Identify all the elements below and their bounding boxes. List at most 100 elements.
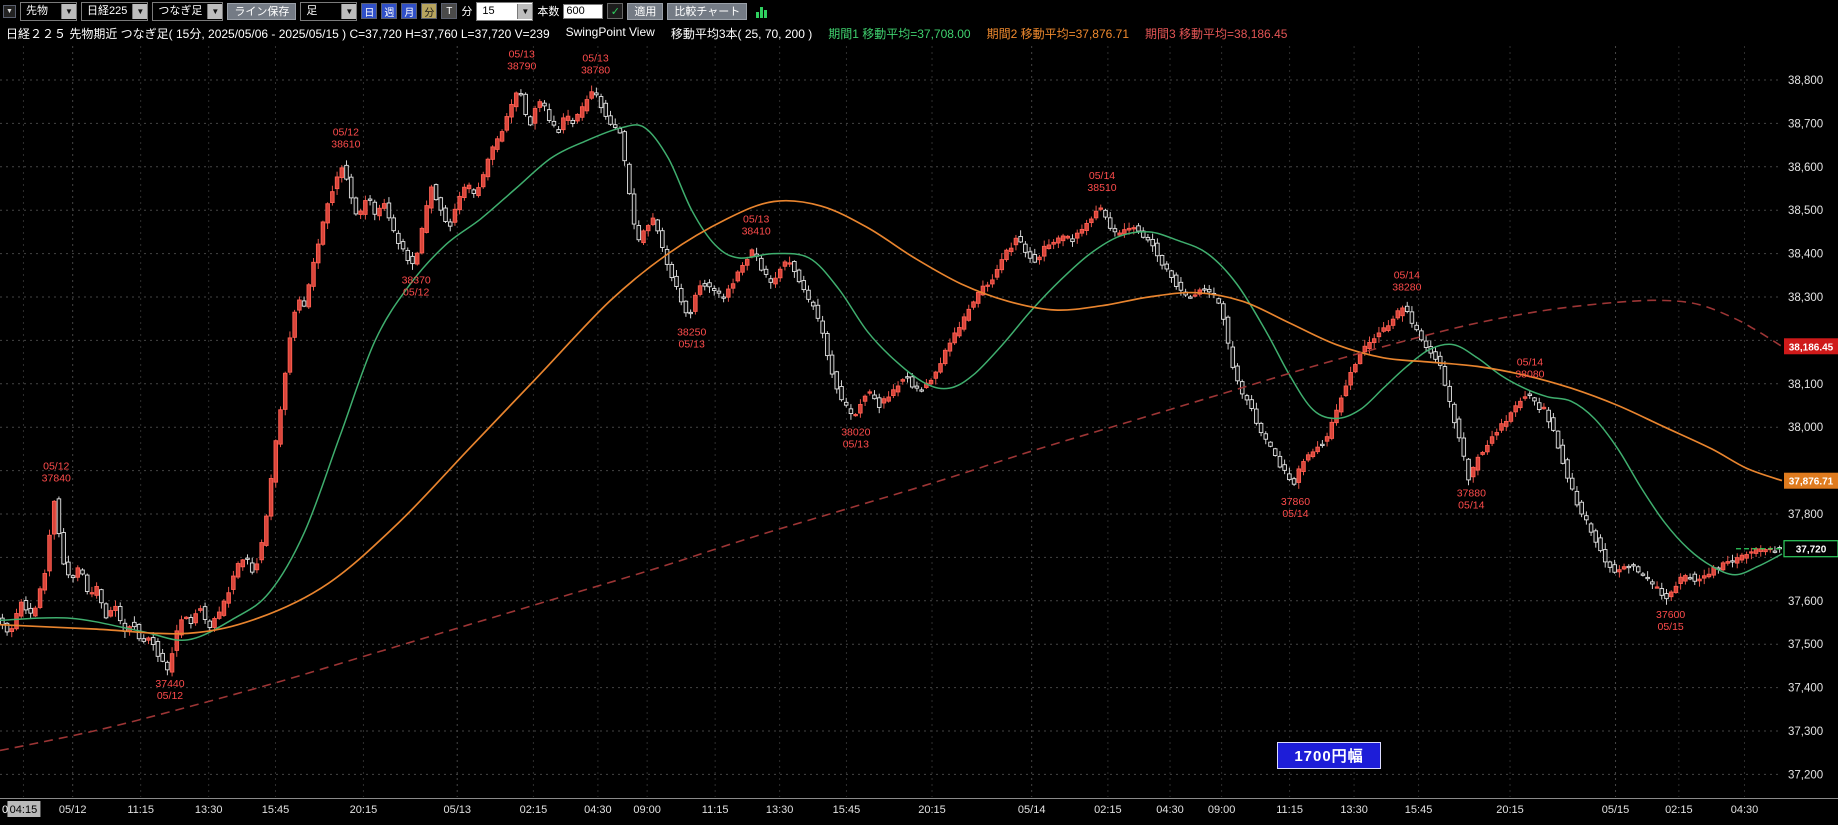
market-select[interactable]: 先物 ▼	[20, 1, 77, 21]
interval-select[interactable]: 15 ▼	[476, 1, 534, 21]
svg-text:37,800: 37,800	[1788, 509, 1823, 521]
svg-text:05/13: 05/13	[843, 439, 869, 451]
bar-type-select[interactable]: 足 ▼	[300, 1, 358, 21]
svg-text:13:30: 13:30	[195, 804, 223, 816]
svg-text:04:30: 04:30	[1731, 804, 1759, 816]
toolbar: ▼ 先物 ▼ 日経225 ▼ つなぎ足 ▼ ライン保存 足 ▼ 日 週 月 分 …	[0, 0, 1838, 22]
svg-text:37,300: 37,300	[1788, 726, 1823, 738]
tick-button[interactable]: T	[441, 3, 458, 19]
ma-line-200	[0, 299, 1783, 752]
svg-text:05/15: 05/15	[1657, 621, 1683, 633]
svg-text:04:15: 04:15	[10, 804, 38, 816]
bar-count-input[interactable]	[563, 3, 604, 19]
apply-button[interactable]: 適用	[627, 2, 664, 20]
svg-text:20:15: 20:15	[1496, 804, 1524, 816]
chart-info-bar: 日経２２５ 先物期近 つなぎ足( 15分, 2025/05/06 - 2025/…	[6, 25, 1287, 41]
svg-text:05/13: 05/13	[679, 339, 705, 351]
svg-text:02:15: 02:15	[1665, 804, 1693, 816]
dropdown-arrow-icon: ▼	[517, 3, 533, 19]
svg-text:38250: 38250	[677, 327, 706, 339]
chart-type-select-value: つなぎ足	[158, 4, 203, 17]
chart-type-select[interactable]: つなぎ足 ▼	[152, 1, 224, 21]
minute-button[interactable]: 分	[421, 3, 438, 19]
svg-text:37,876.71: 37,876.71	[1789, 477, 1834, 488]
daily-button[interactable]: 日	[361, 3, 378, 19]
dropdown-arrow-icon: ▼	[207, 3, 223, 19]
collapse-button[interactable]: ▼	[3, 4, 16, 18]
svg-text:05/14: 05/14	[1394, 270, 1420, 282]
svg-text:38410: 38410	[742, 225, 771, 237]
price-markers: 38,186.45 37,876.71 37,720	[1783, 338, 1838, 558]
svg-text:11:15: 11:15	[1276, 804, 1303, 816]
compare-chart-button[interactable]: 比較チャート	[667, 2, 748, 20]
monthly-button[interactable]: 月	[401, 3, 418, 19]
bar-type-select-value: 足	[306, 4, 318, 17]
price-axis: 38,800 38,700 38,600 38,500 38,400 38,300 38,1…	[1788, 75, 1823, 781]
svg-text:09:00: 09:00	[633, 804, 661, 816]
svg-text:38510: 38510	[1087, 182, 1116, 194]
svg-text:37600: 37600	[1656, 609, 1685, 621]
dropdown-arrow-icon: ▼	[132, 3, 148, 19]
svg-text:38,500: 38,500	[1788, 205, 1823, 217]
dropdown-arrow-icon: ▼	[61, 3, 76, 19]
svg-text:05/12: 05/12	[403, 287, 429, 299]
dropdown-arrow-icon: ▼	[341, 3, 357, 19]
weekly-button[interactable]: 週	[381, 3, 398, 19]
svg-text:38780: 38780	[581, 65, 610, 77]
svg-text:05/13: 05/13	[582, 53, 608, 65]
svg-text:02:15: 02:15	[520, 804, 548, 816]
svg-text:38,100: 38,100	[1788, 379, 1823, 391]
svg-text:20:15: 20:15	[918, 804, 946, 816]
swing-point-labels: 05/12378403744005/1205/12386103837005/12…	[42, 48, 1686, 702]
svg-text:15:45: 15:45	[262, 804, 290, 816]
svg-text:38,800: 38,800	[1788, 75, 1823, 87]
svg-text:38610: 38610	[331, 138, 360, 150]
svg-text:05/14: 05/14	[1458, 499, 1484, 511]
svg-text:04:30: 04:30	[1156, 804, 1184, 816]
svg-text:37860: 37860	[1281, 496, 1310, 508]
svg-text:38,300: 38,300	[1788, 292, 1823, 304]
svg-text:37,500: 37,500	[1788, 639, 1823, 651]
minute-suffix-label: 分	[461, 6, 473, 18]
symbol-select[interactable]: 日経225 ▼	[81, 1, 149, 21]
svg-text:05/14: 05/14	[1517, 356, 1543, 368]
svg-text:37,720: 37,720	[1796, 545, 1827, 556]
svg-text:05/13: 05/13	[443, 804, 471, 816]
svg-text:05/14: 05/14	[1282, 508, 1308, 520]
interval-select-value: 15	[482, 4, 495, 17]
ma2-current-value: 期間2 移動平均=37,876.71	[986, 27, 1130, 41]
green-chart-icon[interactable]	[756, 5, 768, 18]
svg-text:38280: 38280	[1392, 282, 1421, 294]
svg-text:05/12: 05/12	[59, 804, 87, 816]
svg-text:11:15: 11:15	[127, 804, 154, 816]
bar-count-label: 本数	[537, 6, 560, 18]
svg-text:38370: 38370	[402, 275, 431, 287]
candles	[0, 85, 1782, 677]
confirm-check-button[interactable]: ✓	[607, 3, 624, 19]
svg-text:05/13: 05/13	[743, 213, 769, 225]
svg-text:05/13: 05/13	[509, 48, 535, 60]
svg-text:38,400: 38,400	[1788, 249, 1823, 261]
svg-text:02:15: 02:15	[1094, 804, 1122, 816]
svg-text:38,000: 38,000	[1788, 422, 1823, 434]
time-axis[interactable]: 0 04:15 05/12 11:15 13:30 15:45 20:15 05/13 02:1…	[2, 801, 1758, 817]
ma1-current-value: 期間1 移動平均=37,708.00	[828, 27, 971, 41]
svg-text:38790: 38790	[507, 60, 536, 72]
svg-text:13:30: 13:30	[1340, 804, 1368, 816]
grid-lines	[0, 46, 1838, 799]
svg-text:15:45: 15:45	[1405, 804, 1433, 816]
svg-text:37840: 37840	[42, 473, 71, 485]
market-select-value: 先物	[26, 4, 48, 17]
svg-text:11:15: 11:15	[702, 804, 729, 816]
svg-text:38080: 38080	[1515, 368, 1544, 380]
svg-text:20:15: 20:15	[350, 804, 378, 816]
svg-text:09:00: 09:00	[1208, 804, 1236, 816]
svg-text:05/12: 05/12	[333, 126, 359, 138]
svg-text:38,600: 38,600	[1788, 162, 1823, 174]
svg-text:37440: 37440	[155, 678, 184, 690]
swingpoint-view-label: SwingPoint View	[565, 25, 655, 39]
dropdown-arrow-icon: ▼	[6, 7, 13, 15]
save-lines-button[interactable]: ライン保存	[227, 2, 297, 20]
svg-text:05/14: 05/14	[1089, 170, 1115, 182]
